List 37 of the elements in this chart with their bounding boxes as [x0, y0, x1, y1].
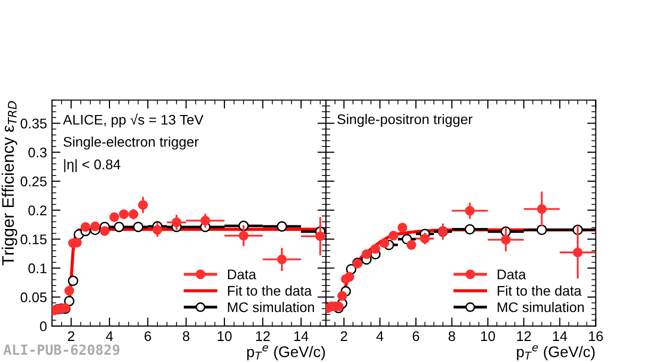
legend-label: Fit to the data [228, 286, 312, 296]
y-tick-label: 0.2 [28, 206, 46, 216]
y-axis-title: Trigger Efficiency ε$_{TRD}$ [2, 101, 18, 266]
y-tick-label: 0.15 [20, 234, 47, 244]
x-axis-title: p$_{T}$$^{e}$ (GeV/c) [516, 345, 595, 360]
y-tick-label: 0.3 [28, 148, 47, 158]
x-tick-label: 12 [517, 331, 531, 341]
y-tick-label: 0.1 [28, 263, 46, 274]
x-tick-label: 2 [68, 331, 74, 341]
y-tick-label: 0.05 [20, 292, 47, 302]
x-axis-title: p$_{T}$$^{e}$ (GeV/c) [247, 345, 325, 360]
x-tick-label: 4 [106, 331, 113, 341]
legend-label: Data [228, 270, 256, 280]
x-tick-label: 10 [218, 331, 232, 342]
y-tick-label: 0.25 [20, 176, 47, 186]
annotation: ALICE, pp √s = 13 TeV [62, 114, 204, 128]
x-tick-label: 6 [144, 331, 152, 342]
x-tick-label: 14 [553, 331, 568, 341]
legend-label: MC simulation [498, 302, 584, 312]
x-tick-label: 16 [589, 331, 603, 342]
x-tick-label: 8 [182, 331, 190, 342]
x-tick-label: 8 [448, 331, 456, 342]
x-tick-label: 6 [412, 331, 420, 342]
legend-label: MC simulation [228, 302, 314, 312]
x-tick-label: 12 [256, 331, 270, 341]
annotation: Single-positron trigger [337, 114, 472, 127]
x-tick-label: 14 [294, 331, 308, 341]
x-tick-label: 4 [376, 331, 384, 341]
x-tick-label: 10 [481, 331, 496, 342]
y-tick-label: 0.35 [20, 118, 47, 128]
text: ALI-PUB-620829 [3, 344, 120, 356]
legend-label: Fit to the data [498, 286, 582, 296]
y-tick-label: 0 [40, 321, 47, 332]
legend-label: Data [498, 270, 526, 280]
x-tick-label: 2 [340, 331, 348, 341]
annotation: |η| < 0.84 [64, 159, 120, 172]
annotation: Single-electron trigger [64, 136, 199, 150]
